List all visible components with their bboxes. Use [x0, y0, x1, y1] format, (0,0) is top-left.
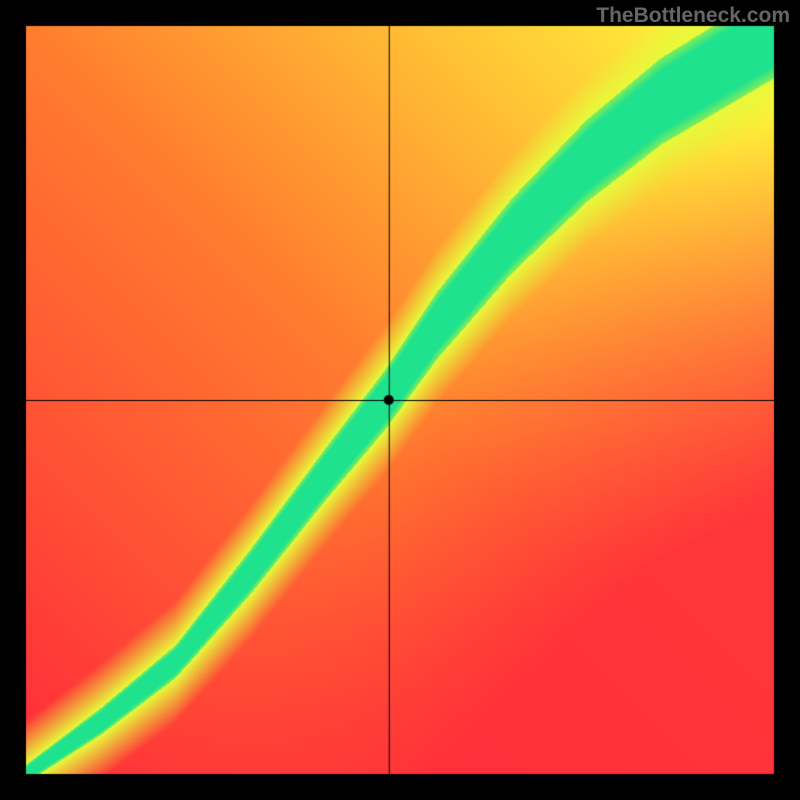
watermark-text: TheBottleneck.com — [596, 4, 790, 28]
heatmap-canvas — [0, 0, 800, 800]
chart-container: TheBottleneck.com — [0, 0, 800, 800]
